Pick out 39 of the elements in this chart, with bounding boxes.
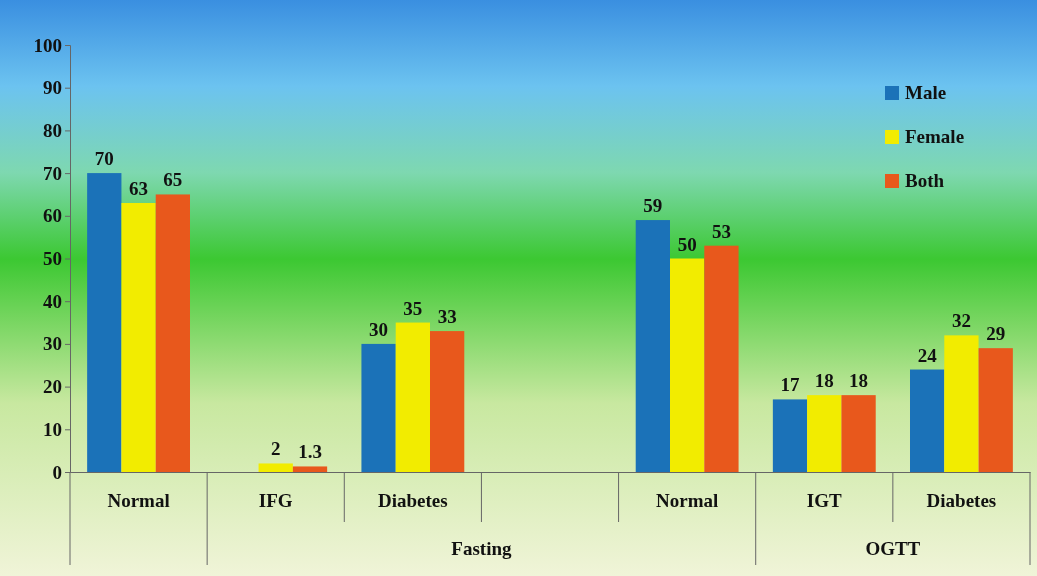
y-tick-label: 30 [43,333,62,355]
data-label: 2 [270,438,281,460]
y-tick-label: 20 [43,376,62,398]
x-tick-label: IFG [258,490,293,512]
data-label: 18 [814,370,834,392]
x-tick-label: Diabetes [926,490,997,512]
x-tick-label: Normal [107,490,170,512]
x-tick-label: Diabetes [378,490,448,512]
data-label: 35 [403,297,423,319]
y-tick-label: 60 [43,205,62,227]
text: Fasting [451,538,513,559]
data-label: 59 [643,195,663,217]
y-tick-label: 80 [43,119,62,141]
y-tick-label: 100 [33,34,62,56]
data-label: 1.3 [298,441,322,463]
y-tick-label: 0 [52,461,62,483]
data-label: 18 [849,370,869,392]
y-tick-label: 10 [43,418,62,440]
text: OGTT [865,538,921,559]
data-label: 24 [917,344,938,366]
data-label: 50 [677,233,697,255]
legend-label: Female [905,126,965,147]
data-label: 17 [780,374,800,396]
data-label: 65 [163,169,183,191]
data-label: 70 [94,148,114,170]
y-tick-label: 50 [43,248,62,270]
data-label: 30 [369,318,389,340]
y-tick-label: 40 [43,290,62,312]
data-label: 33 [437,306,457,328]
data-label: 29 [986,323,1006,345]
data-label: 63 [129,177,149,199]
data-label: 32 [951,310,971,332]
x-tick-label: IGT [806,490,843,512]
y-tick-label: 90 [43,77,62,99]
x-tick-label: Normal [656,490,719,512]
data-label: 53 [711,220,731,242]
y-tick-label: 70 [43,162,62,184]
legend-label: Both [905,170,945,191]
legend-label: Male [905,82,947,103]
